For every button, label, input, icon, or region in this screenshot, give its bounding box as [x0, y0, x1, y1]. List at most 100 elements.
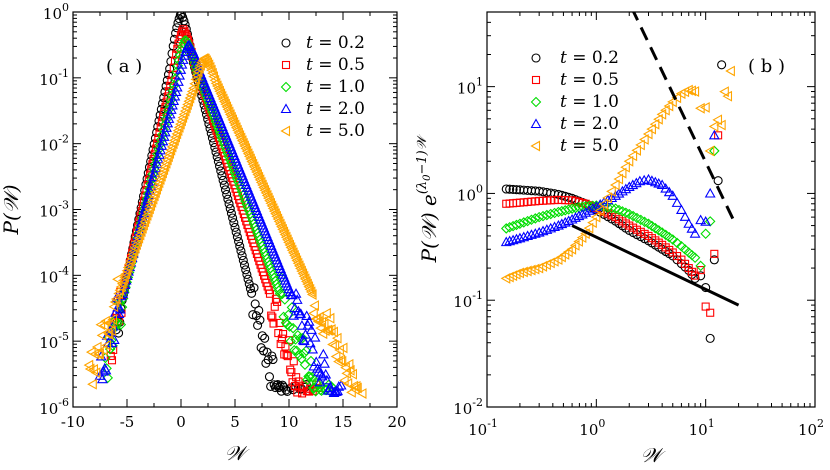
data-point: [329, 340, 340, 351]
data-point: [260, 333, 270, 343]
data-point: [518, 266, 528, 278]
data-point: [214, 85, 224, 97]
data-point: [239, 140, 249, 152]
data-point: [302, 278, 312, 290]
data-point: [602, 192, 612, 204]
data-point: [298, 335, 310, 346]
data-point: [84, 363, 95, 375]
tick-exponent: 0: [62, 1, 69, 14]
legend-marker: [281, 60, 291, 70]
data-point: [279, 329, 288, 339]
data-point: [268, 205, 279, 217]
x-tick-label: 5: [230, 413, 240, 431]
data-point: [247, 288, 257, 298]
data-point: [725, 65, 735, 77]
data-point: [171, 81, 183, 92]
data-point: [257, 179, 267, 191]
data-point: [234, 236, 244, 247]
data-point: [204, 61, 215, 73]
data-point: [217, 93, 228, 105]
data-point: [243, 150, 254, 162]
tick-base: 10: [39, 137, 58, 155]
data-point: [525, 264, 536, 276]
data-point: [300, 328, 311, 339]
data-point: [583, 222, 594, 234]
data-point: [656, 108, 667, 120]
legend-value: = 0.2: [313, 33, 365, 53]
legend-marker: [281, 38, 291, 48]
data-point: [549, 221, 561, 232]
y-tick-label: 10-3: [39, 199, 69, 221]
data-point: [307, 343, 319, 354]
tick-exponent: -1: [487, 417, 498, 430]
tick-base: 10: [579, 421, 598, 439]
tick-exponent: 2: [817, 417, 824, 430]
data-point: [663, 100, 674, 112]
data-point: [276, 221, 286, 233]
data-point: [241, 145, 252, 157]
data-point: [194, 62, 204, 74]
data-point: [663, 186, 675, 197]
data-point: [255, 315, 265, 325]
data-point: [283, 309, 294, 321]
series-5_0: [83, 53, 367, 399]
data-point: [245, 153, 255, 165]
tick-base: 10: [39, 203, 58, 221]
data-point: [280, 231, 291, 243]
data-point: [314, 311, 324, 323]
data-point: [291, 255, 302, 267]
data-point: [209, 74, 220, 86]
legend-a: t = 0.2t = 0.5t = 1.0t = 2.0t = 5.0: [280, 33, 365, 141]
dashed-reference-line: [632, 12, 738, 227]
data-point: [275, 318, 284, 327]
tick-base: 10: [798, 421, 817, 439]
data-point: [639, 134, 649, 145]
data-point: [219, 180, 229, 190]
data-point: [224, 199, 234, 209]
data-point: [94, 348, 104, 360]
data-point: [223, 194, 233, 204]
data-point: [235, 241, 245, 251]
data-point: [689, 86, 700, 97]
data-point: [343, 358, 354, 370]
data-point: [175, 64, 187, 74]
data-point: [330, 386, 342, 396]
data-point: [613, 204, 625, 216]
data-point: [667, 234, 679, 245]
y-tick-label: 10-6: [39, 396, 69, 418]
data-point: [286, 365, 295, 374]
data-point: [646, 123, 656, 135]
data-point: [533, 226, 545, 237]
data-point: [311, 377, 323, 389]
plot-area-a: [83, 12, 367, 399]
data-point: [278, 311, 289, 323]
data-point: [303, 316, 315, 326]
data-point: [706, 308, 715, 317]
data-point: [671, 197, 683, 207]
solid-reference-line: [571, 224, 740, 307]
data-point: [222, 189, 232, 200]
y-tick-label: 10-2: [39, 133, 69, 155]
data-point: [271, 210, 281, 222]
data-point: [501, 184, 511, 194]
data-point: [202, 57, 213, 69]
legend-value: = 1.0: [313, 77, 365, 97]
data-point: [221, 101, 232, 113]
data-point: [277, 223, 287, 235]
data-point: [610, 203, 621, 214]
data-point: [340, 362, 350, 374]
data-point: [304, 371, 316, 382]
legend-value: = 1.0: [567, 92, 619, 112]
data-point: [708, 121, 719, 132]
plot-area-b: [500, 12, 740, 343]
data-point: [188, 82, 198, 94]
data-point: [268, 313, 277, 322]
data-point: [333, 381, 345, 391]
data-point: [265, 289, 275, 298]
panel-label-a: ( a ): [106, 56, 142, 77]
data-point: [511, 233, 522, 244]
data-point: [291, 294, 303, 304]
data-point: [722, 90, 733, 102]
data-point: [113, 308, 125, 319]
data-point: [298, 270, 309, 282]
